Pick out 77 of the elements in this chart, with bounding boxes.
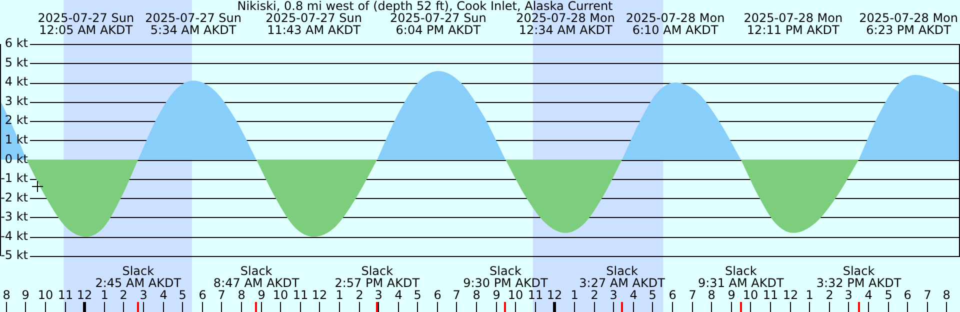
x-tick-label: 2 [826,288,834,302]
x-tick-label: 7 [924,288,932,302]
x-tick-label: 12 [76,288,92,302]
x-tick-label: 7 [452,288,460,302]
x-tick-label: 11 [762,288,778,302]
y-tick-label: -3 kt [0,210,28,224]
x-tick-label: 8 [238,288,246,302]
y-tick-label: 5 kt [4,55,28,70]
x-tick-label: 6 [668,288,676,302]
x-tick-label: 12 [782,288,798,302]
x-tick-label: 6 [904,288,912,302]
text: 2025-07-28 Mon 12:11 PM AKDT [744,11,843,38]
text: 2025-07-27 Sun 6:04 PM AKDT [390,11,486,38]
x-tick-label: 10 [38,288,54,302]
y-tick-label: -5 kt [0,248,28,262]
x-tick-label: 9 [728,288,736,302]
x-tick-label: 3 [140,288,148,302]
x-tick-label: 3 [844,288,852,302]
x-tick-label: 2 [356,288,364,302]
y-tick-label: 3 kt [4,94,28,108]
x-tick-label: 12 [312,288,328,302]
annotation: Slack 2:45 AM AKDT [95,264,182,290]
text: 2025-07-27 Sun 5:34 AM AKDT [145,11,242,38]
x-tick-label: 9 [258,288,266,302]
y-tick-label: 1 kt [4,132,28,146]
x-tick-label: 11 [292,288,308,302]
x-tick-label: 5 [178,288,186,302]
text: 2025-07-28 Mon 6:23 PM AKDT [859,11,958,38]
x-tick-label: 8 [708,288,716,302]
x-tick-label: 11 [58,288,74,302]
text: 2025-07-28 Mon 12:34 AM AKDT [516,11,615,38]
annotation: Slack 3:32 PM AKDT [816,264,902,290]
x-tick-label: 1 [336,288,344,302]
annotation: Slack 9:30 PM AKDT [463,264,549,290]
x-tick-label: 10 [272,288,288,302]
x-tick-label: 9 [492,288,500,302]
x-tick-label: 8 [472,288,480,302]
x-tick-label: 5 [648,288,656,302]
annotation: Slack 8:47 AM AKDT [213,264,300,290]
y-tick-label: -1 kt [0,171,28,186]
x-tick-label: 4 [864,288,872,302]
x-tick-label: 1 [570,288,578,302]
annotation: Slack 3:27 AM AKDT [579,264,666,290]
text: 2025-07-28 Mon 6:10 AM AKDT [626,11,725,38]
y-tick-label: 4 kt [4,74,28,89]
x-tick-label: 6 [198,288,206,302]
x-tick-label: 7 [218,288,226,302]
text: 2025-07-27 Sun 12:05 AM AKDT [38,11,134,38]
x-tick-label: 9 [22,288,30,302]
x-tick-label: 4 [160,288,168,302]
x-tick-label: 2 [120,288,128,302]
x-tick-label: 1 [100,288,108,302]
x-tick-label: 3 [374,288,382,302]
text: 2025-07-27 Sun 11:43 AM AKDT [266,11,362,38]
x-tick-label: 4 [394,288,402,302]
x-tick-label: 4 [630,288,638,302]
y-tick-label: -2 kt [0,190,28,204]
y-tick-label: 2 kt [4,113,28,128]
x-tick-label: 8 [942,288,950,302]
x-tick-label: 7 [688,288,696,302]
x-tick-label: 1 [806,288,814,302]
x-tick-label: 11 [528,288,544,302]
x-tick-label: 12 [546,288,562,302]
x-tick-label: 5 [884,288,892,302]
x-tick-label: 8 [2,288,10,302]
x-tick-label: 6 [434,288,442,302]
y-tick-label: -4 kt [0,228,28,243]
y-tick-label: 0 kt [4,152,28,166]
x-tick-label: 5 [414,288,422,302]
x-tick-label: 10 [508,288,524,302]
x-tick-label: 3 [610,288,618,302]
x-tick-label: 10 [742,288,758,302]
annotation: Slack 2:57 PM AKDT [334,264,420,290]
x-tick-label: 2 [590,288,598,302]
chart-title: Nikiski, 0.8 mi west of (depth 52 ft), Cook Inlet, Alaska Current [237,0,614,14]
annotation: Slack 9:31 AM AKDT [698,264,784,290]
y-tick-label: 6 kt [4,36,28,50]
